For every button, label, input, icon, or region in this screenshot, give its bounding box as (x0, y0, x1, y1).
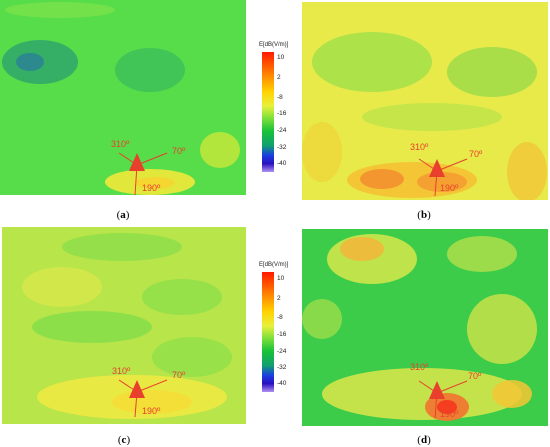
heatmap-b (302, 2, 548, 200)
colorbar-tick: 2 (277, 74, 281, 81)
colorbar-tick: -8 (277, 94, 283, 101)
caption-c: (c) (117, 434, 131, 446)
heatmap-d (302, 229, 548, 426)
panel-d (302, 229, 548, 426)
colorbar-title: E[dB(V/m)] (259, 262, 289, 268)
angle-label-70-d: 70º (468, 371, 482, 381)
angle-label-190-c: 190º (142, 406, 161, 416)
angle-label-70-b: 70º (469, 149, 483, 159)
colorbar-tick: 10 (277, 54, 285, 61)
angle-label-310-a: 310º (111, 139, 130, 149)
colorbar-tick: -8 (277, 314, 283, 321)
colorbar-tick: -40 (277, 160, 287, 167)
panel-a (0, 0, 246, 195)
colorbar-tick: -32 (277, 144, 287, 151)
angle-label-190-a: 190º (142, 183, 161, 193)
angle-label-70-c: 70º (172, 370, 186, 380)
colorbar-title: E[dB(V/m)] (259, 42, 289, 48)
colorbar-tick: 10 (277, 275, 285, 282)
caption-b: (b) (417, 209, 431, 221)
angle-label-310-b: 310º (410, 142, 429, 152)
caption-a: (a) (116, 209, 130, 221)
colorbar-tick: 2 (277, 295, 281, 302)
heatmap-a (0, 0, 246, 195)
panel-b (302, 2, 548, 200)
panel-c (2, 227, 246, 424)
colorbar-tick: -32 (277, 364, 287, 371)
angle-label-70-a: 70º (172, 146, 186, 156)
caption-d: (d) (417, 434, 431, 446)
heatmap-c (2, 227, 246, 424)
angle-label-190-d: 190º (440, 409, 459, 419)
colorbar-tick: -16 (277, 110, 287, 117)
colorbar-tick: -16 (277, 331, 287, 338)
angle-label-190-b: 190º (440, 183, 459, 193)
angle-label-310-d: 310º (410, 362, 429, 372)
colorbar-tick: -24 (277, 127, 287, 134)
colorbar (262, 52, 274, 172)
angle-label-310-c: 310º (112, 366, 131, 376)
colorbar-tick: -24 (277, 348, 287, 355)
colorbar-tick: -40 (277, 380, 287, 387)
colorbar (262, 272, 274, 392)
